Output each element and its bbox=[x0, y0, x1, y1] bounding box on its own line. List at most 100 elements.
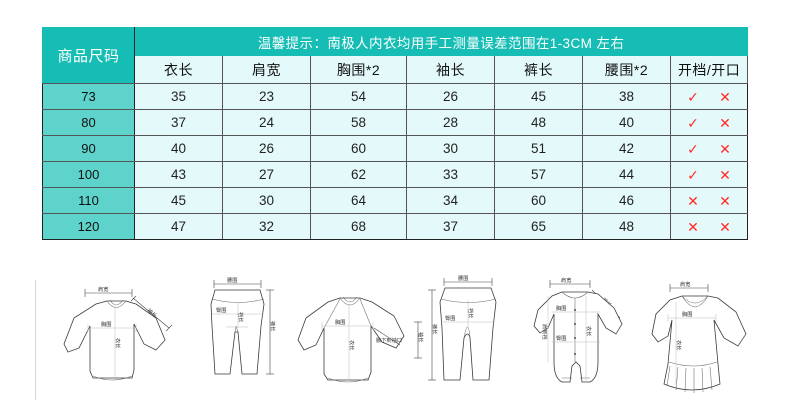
label-pantlength: 裤长 bbox=[431, 324, 439, 335]
row-size-label: 110 bbox=[42, 187, 135, 214]
illustration-trousers-a: 腰围 裤长 臀围 裆长 bbox=[198, 266, 313, 416]
cross-icon: ✕ bbox=[719, 192, 731, 209]
label-shoulder: 肩宽 bbox=[561, 276, 571, 284]
table-header-row-tip: 商品尺码 温馨提示：南极人内衣均用手工测量误差范围在1-3CM 左右 bbox=[42, 27, 749, 84]
cell-xiongwei: 60 bbox=[310, 135, 407, 162]
label-crotch: 裆长 bbox=[237, 312, 245, 323]
column-header-yaowei: 腰围*2 bbox=[582, 55, 671, 84]
cell-kuchang: 60 bbox=[494, 187, 583, 214]
cell-yaowei: 48 bbox=[582, 213, 671, 240]
label-bust: 胸围 bbox=[556, 304, 566, 312]
label-hip: 臀围 bbox=[216, 307, 226, 314]
cell-yaowei: 38 bbox=[582, 83, 671, 110]
cell-kaidang-kaikou: ✓ ✕ bbox=[669, 83, 749, 110]
label-length: 衣长 bbox=[348, 340, 356, 351]
illustration-dress: 肩宽 胸围 衣长 bbox=[648, 266, 776, 416]
label-bust: 胸围 bbox=[335, 318, 345, 326]
cell-kaidang-kaikou: ✓ ✕ bbox=[669, 109, 749, 136]
label-waist: 腰围 bbox=[458, 275, 468, 282]
row-size-label: 100 bbox=[42, 161, 135, 188]
cell-xiuchang: 37 bbox=[406, 213, 495, 240]
column-header-jiankuan: 肩宽 bbox=[222, 55, 311, 84]
label-hip: 臀围 bbox=[556, 335, 566, 342]
left-divider-rule bbox=[35, 280, 36, 400]
column-header-xiongwei: 胸围*2 bbox=[310, 55, 407, 84]
cell-xiuchang: 26 bbox=[406, 83, 495, 110]
illustration-trousers-b: 腰围 裤长 臀围 裆长 bbox=[420, 266, 540, 416]
cell-yaowei: 44 bbox=[582, 161, 671, 188]
row-size-label: 80 bbox=[42, 109, 135, 136]
cross-icon: ✕ bbox=[719, 218, 731, 235]
cell-kuchang: 57 bbox=[494, 161, 583, 188]
illustration-romper: 肩宽 袖长 胸围 臀围 bbox=[532, 266, 657, 416]
label-crotch: 裆长 bbox=[467, 308, 475, 319]
table-row: 73 35 23 54 26 45 38 ✓ ✕ bbox=[42, 83, 749, 110]
cell-kuchang: 48 bbox=[494, 109, 583, 136]
check-icon: ✓ bbox=[687, 166, 699, 183]
illustration-raglan-top: 胸围 衣长 腋下到袖口 袖长 bbox=[288, 266, 433, 416]
label-shoulder-to-crotch: 肩到裆 bbox=[541, 324, 549, 340]
cross-icon: ✕ bbox=[719, 166, 731, 183]
cell-xiuchang: 28 bbox=[406, 109, 495, 136]
cell-xiongwei: 68 bbox=[310, 213, 407, 240]
cell-kuchang: 51 bbox=[494, 135, 583, 162]
table-header-row-columns: 衣长 肩宽 胸围*2 袖长 裤长 腰围*2 开档/开口 bbox=[43, 55, 749, 84]
label-pantlength: 裤长 bbox=[269, 321, 277, 332]
label-armpit-to-cuff: 腋下到袖口 bbox=[376, 336, 402, 344]
tip-banner: 温馨提示：南极人内衣均用手工测量误差范围在1-3CM 左右 bbox=[133, 27, 749, 56]
label-length: 衣长 bbox=[114, 338, 122, 349]
cell-yaowei: 42 bbox=[582, 135, 671, 162]
cell-yichang: 40 bbox=[134, 135, 223, 162]
cell-yaowei: 46 bbox=[582, 187, 671, 214]
cell-jiankuan: 27 bbox=[222, 161, 311, 188]
table-row: 110 45 30 64 34 60 46 ✕ ✕ bbox=[42, 187, 749, 214]
cell-kuchang: 45 bbox=[494, 83, 583, 110]
cell-yichang: 43 bbox=[134, 161, 223, 188]
cell-xiongwei: 64 bbox=[310, 187, 407, 214]
column-header-kaidang: 开档/开口 bbox=[669, 55, 749, 84]
cell-kaidang-kaikou: ✓ ✕ bbox=[669, 161, 749, 188]
label-waist: 腰围 bbox=[227, 277, 237, 284]
cell-kuchang: 65 bbox=[494, 213, 583, 240]
cell-yichang: 37 bbox=[134, 109, 223, 136]
cell-yichang: 35 bbox=[134, 83, 223, 110]
cell-yichang: 47 bbox=[134, 213, 223, 240]
cross-icon: ✕ bbox=[719, 88, 731, 105]
cell-yichang: 45 bbox=[134, 187, 223, 214]
cross-icon: ✕ bbox=[687, 192, 699, 209]
label-shoulder: 肩宽 bbox=[680, 280, 690, 288]
table-row: 80 37 24 58 28 48 40 ✓ ✕ bbox=[42, 109, 749, 136]
cell-kaidang-kaikou: ✕ ✕ bbox=[669, 187, 749, 214]
label-length: 衣长 bbox=[585, 326, 593, 337]
label-shoulder: 肩宽 bbox=[98, 285, 108, 293]
cell-kaidang-kaikou: ✕ ✕ bbox=[669, 213, 749, 240]
check-icon: ✓ bbox=[687, 88, 699, 105]
label-bust: 胸围 bbox=[682, 310, 692, 318]
cell-jiankuan: 23 bbox=[222, 83, 311, 110]
size-table: 商品尺码 温馨提示：南极人内衣均用手工测量误差范围在1-3CM 左右 衣长 肩宽… bbox=[42, 27, 749, 240]
column-header-xiuchang: 袖长 bbox=[406, 55, 495, 84]
cell-xiongwei: 58 bbox=[310, 109, 407, 136]
cell-jiankuan: 24 bbox=[222, 109, 311, 136]
header-size-label: 商品尺码 bbox=[42, 27, 135, 84]
label-hip: 臀围 bbox=[445, 315, 455, 322]
cell-xiuchang: 33 bbox=[406, 161, 495, 188]
cross-icon: ✕ bbox=[719, 114, 731, 131]
cell-jiankuan: 26 bbox=[222, 135, 311, 162]
table-row: 100 43 27 62 33 57 44 ✓ ✕ bbox=[42, 161, 749, 188]
check-icon: ✓ bbox=[687, 114, 699, 131]
cross-icon: ✕ bbox=[687, 218, 699, 235]
column-header-kuchang: 裤长 bbox=[494, 55, 583, 84]
row-size-label: 120 bbox=[42, 213, 135, 240]
label-sleeve: 袖长 bbox=[417, 332, 425, 343]
cell-jiankuan: 30 bbox=[222, 187, 311, 214]
cell-xiuchang: 30 bbox=[406, 135, 495, 162]
table-row: 90 40 26 60 30 51 42 ✓ ✕ bbox=[42, 135, 749, 162]
illustration-long-sleeve-top: 肩宽 袖长 胸围 bbox=[52, 266, 192, 416]
size-table-container: 商品尺码 温馨提示：南极人内衣均用手工测量误差范围在1-3CM 左右 衣长 肩宽… bbox=[42, 27, 749, 240]
label-length: 衣长 bbox=[675, 340, 683, 351]
row-size-label: 90 bbox=[42, 135, 135, 162]
table-row: 120 47 32 68 37 65 48 ✕ ✕ bbox=[42, 213, 749, 240]
cell-xiuchang: 34 bbox=[406, 187, 495, 214]
